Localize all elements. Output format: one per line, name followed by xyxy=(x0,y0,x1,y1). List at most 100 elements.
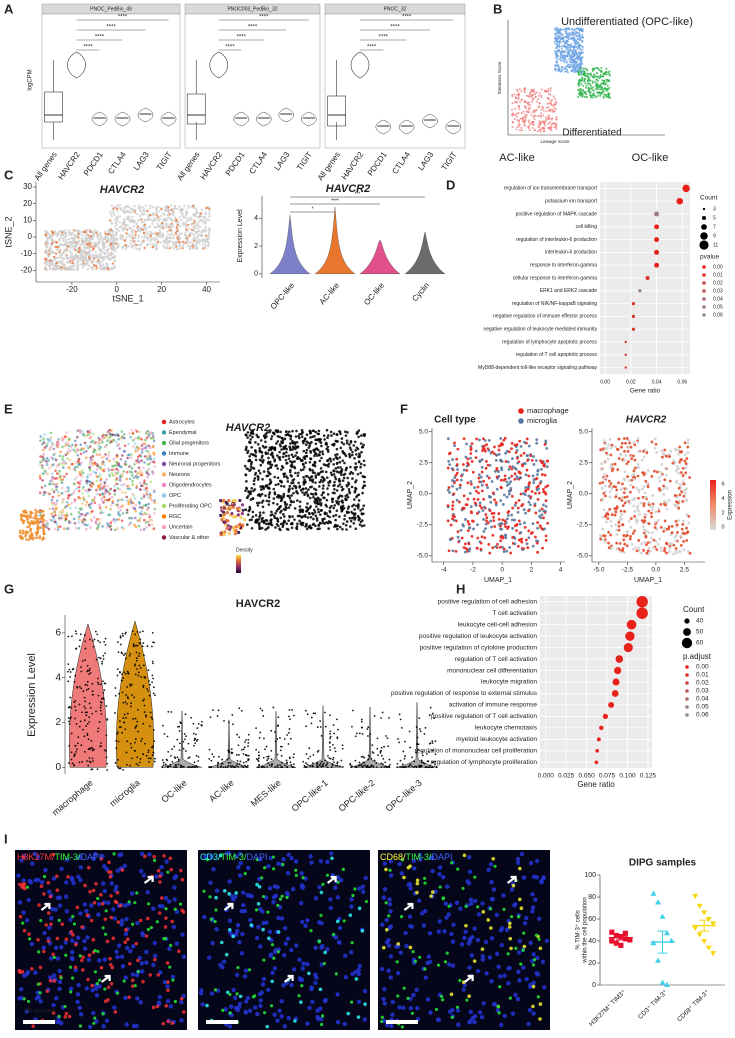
cell-point xyxy=(204,226,206,228)
cell-point xyxy=(50,432,53,435)
cell-point xyxy=(514,101,516,103)
cell-point xyxy=(250,490,253,493)
legend-label: RGC xyxy=(169,514,181,520)
cell-point xyxy=(317,433,320,436)
cell-point xyxy=(79,480,82,483)
cell-point xyxy=(56,246,58,248)
cell-point xyxy=(119,509,122,512)
cell-point xyxy=(133,225,135,227)
cell-point xyxy=(35,518,38,521)
cell-point xyxy=(541,109,543,111)
cell-point xyxy=(535,115,537,117)
cell-point xyxy=(528,121,530,123)
cell-point xyxy=(128,517,131,520)
cell-point xyxy=(581,36,583,38)
cell-point xyxy=(113,485,116,488)
cell-point xyxy=(573,61,575,63)
cell-point xyxy=(180,219,182,221)
cell-point xyxy=(186,230,188,232)
cell-point xyxy=(510,447,513,450)
cell-point xyxy=(250,487,253,490)
cell-point xyxy=(187,242,189,244)
cell-point xyxy=(592,76,594,78)
cell-point xyxy=(22,520,25,523)
cell-point xyxy=(159,242,161,244)
cell-point xyxy=(270,438,273,441)
cell-point xyxy=(182,246,184,248)
cell-point xyxy=(94,254,96,256)
cell-point xyxy=(582,51,584,53)
cell-point xyxy=(87,447,90,450)
cell-point xyxy=(291,440,294,443)
cell-point xyxy=(258,501,261,504)
cell-point xyxy=(186,220,188,222)
cell-point xyxy=(89,245,91,247)
cell-point xyxy=(208,233,210,235)
cell-point xyxy=(140,474,143,477)
cell-point xyxy=(139,218,141,220)
y-tick-label: 30 xyxy=(23,182,32,191)
cell-point xyxy=(114,260,116,262)
cell-point xyxy=(67,497,70,500)
cell-point xyxy=(49,251,51,253)
cell-point xyxy=(76,454,79,457)
cell-point xyxy=(113,434,116,437)
cell-point xyxy=(604,88,606,90)
cell-point xyxy=(532,98,534,100)
cell-point xyxy=(137,447,140,450)
cell-point xyxy=(309,457,312,460)
cell-point xyxy=(321,494,324,497)
cell-point xyxy=(113,489,116,492)
x-tick-label: -2 xyxy=(470,567,476,574)
cell-point xyxy=(345,434,348,437)
cell-point xyxy=(285,506,288,509)
y-tick-label: 20 xyxy=(23,199,32,208)
cell-point xyxy=(558,58,560,60)
cell-point xyxy=(99,468,102,471)
cell-point xyxy=(452,549,455,552)
cell-point xyxy=(355,488,358,491)
cell-point xyxy=(42,533,45,536)
cell-point xyxy=(179,225,181,227)
cell-point xyxy=(346,520,349,523)
cell-point xyxy=(91,519,94,522)
cell-point xyxy=(329,521,332,524)
cell-point xyxy=(61,458,64,461)
cell-point xyxy=(118,447,121,450)
cell-point xyxy=(31,534,34,537)
cell-point xyxy=(321,470,324,473)
cell-point xyxy=(103,249,105,251)
cell-point xyxy=(130,429,133,432)
cell-point xyxy=(307,488,310,491)
cell-point xyxy=(577,66,579,68)
cell-point xyxy=(116,527,119,530)
cell-point xyxy=(150,239,152,241)
cell-point xyxy=(536,101,538,103)
cell-point xyxy=(71,265,73,267)
cell-point xyxy=(117,506,120,509)
cell-point xyxy=(538,509,541,512)
cell-point xyxy=(333,473,336,476)
significance: **** xyxy=(95,35,105,41)
cell-point xyxy=(138,525,141,528)
cell-point xyxy=(316,519,319,522)
cell-point xyxy=(332,484,335,487)
cell-point xyxy=(67,494,70,497)
cell-point xyxy=(455,458,458,461)
cell-point xyxy=(167,206,169,208)
cell-point xyxy=(519,101,521,103)
cell-point xyxy=(36,510,39,513)
cell-point xyxy=(555,65,557,67)
cell-point xyxy=(585,93,587,95)
cell-point xyxy=(185,214,187,216)
cell-point xyxy=(524,124,526,126)
cell-point xyxy=(62,240,64,242)
cell-point xyxy=(85,444,88,447)
cell-point xyxy=(68,261,70,263)
cell-point xyxy=(472,528,475,531)
cell-point xyxy=(286,477,289,480)
cell-point xyxy=(536,542,539,545)
cell-point xyxy=(126,224,128,226)
cell-point xyxy=(42,449,45,452)
cell-point xyxy=(140,459,143,462)
